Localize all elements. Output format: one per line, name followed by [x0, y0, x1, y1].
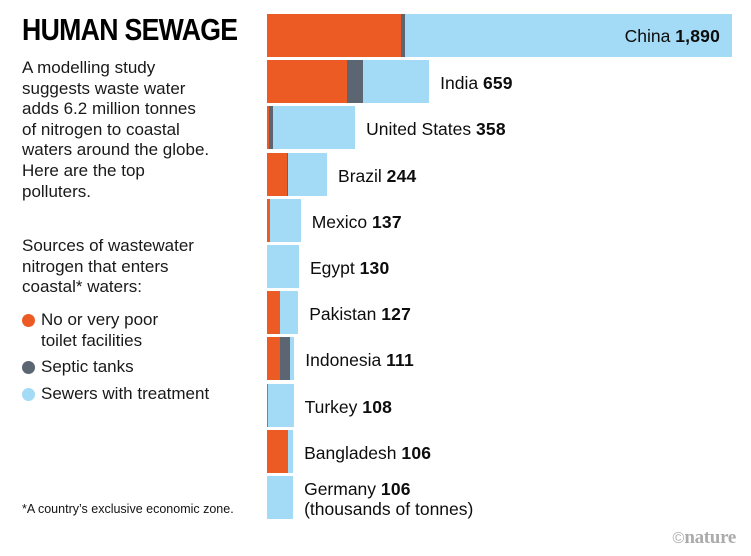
- legend-label: Septic tanks: [41, 357, 134, 377]
- bar-row-united-states: United States 358: [267, 106, 732, 152]
- bar-row-bangladesh: Bangladesh 106: [267, 429, 732, 476]
- bar-row-indonesia: Indonesia 111: [267, 337, 732, 383]
- bar-label-china: China 1,890: [624, 25, 720, 46]
- segment-sewers-with-treatment-mexico: [269, 198, 301, 242]
- bar-row-germany: Germany 106 (thousands of tonnes): [267, 475, 732, 522]
- bar-row-india: India 659: [267, 60, 732, 106]
- bar-china: China 1,890: [267, 14, 732, 57]
- legend-item-toilet-facilities: No or very poor toilet facilities: [22, 310, 262, 351]
- segment-septic-tanks-brazil: [286, 152, 289, 196]
- bar-label-mexico: Mexico 137: [311, 211, 402, 232]
- footnote: *A country’s exclusive economic zone.: [22, 502, 234, 516]
- segment-sewers-with-treatment-egypt: [267, 244, 299, 288]
- segment-no-or-very-poor-toilet-facilities-indonesia: [267, 337, 281, 381]
- bar-row-turkey: Turkey 108: [267, 383, 732, 430]
- segment-no-or-very-poor-toilet-facilities-brazil: [267, 152, 287, 196]
- legend-label: No or very poor toilet facilities: [41, 309, 159, 350]
- bar-row-brazil: Brazil 244: [267, 152, 732, 199]
- segment-no-or-very-poor-toilet-facilities-india: [267, 60, 347, 104]
- bar-label-pakistan: Pakistan 127: [309, 304, 412, 325]
- bar-label-germany: Germany 106 (thousands of tonnes): [304, 478, 474, 519]
- bar-brazil: [267, 152, 327, 196]
- segment-sewers-with-treatment-united-states: [272, 106, 356, 150]
- bar-row-egypt: Egypt 130: [267, 244, 732, 291]
- unit-note: (thousands of tonnes): [304, 498, 474, 519]
- bar-label-bangladesh: Bangladesh 106: [304, 442, 432, 463]
- segment-no-or-very-poor-toilet-facilities-united-states: [267, 106, 269, 150]
- bar-label-india: India 659: [440, 73, 513, 94]
- bar-chart: China 1,890 India 659 United States 358 Bra…: [267, 14, 732, 522]
- legend-item-sewers-treatment: Sewers with treatment: [22, 384, 262, 405]
- bar-united-states: [267, 106, 356, 150]
- legend-dot-gray-icon: [22, 361, 35, 375]
- segment-sewers-with-treatment-pakistan: [280, 291, 299, 335]
- segment-no-or-very-poor-toilet-facilities-pakistan: [267, 291, 281, 335]
- segment-sewers-with-treatment-turkey: [268, 383, 294, 427]
- bar-row-china: China 1,890: [267, 14, 732, 60]
- bar-germany: [267, 475, 294, 519]
- legend-item-septic-tanks: Septic tanks: [22, 357, 262, 378]
- segment-sewers-with-treatment-india: [362, 60, 430, 104]
- bar-label-turkey: Turkey 108: [304, 396, 393, 417]
- bar-egypt: [267, 244, 299, 288]
- left-column: HUMAN SEWAGE A modelling study suggests …: [22, 12, 262, 404]
- segment-sewers-with-treatment-indonesia: [289, 337, 295, 381]
- bar-mexico: [267, 198, 301, 242]
- bar-label-united-states: United States 358: [366, 119, 506, 140]
- nature-credit: ©nature: [672, 527, 737, 549]
- segment-no-or-very-poor-toilet-facilities-turkey: [267, 383, 269, 427]
- segment-septic-tanks-united-states: [268, 106, 273, 150]
- bar-row-mexico: Mexico 137: [267, 198, 732, 245]
- bar-row-pakistan: Pakistan 127: [267, 291, 732, 337]
- copyright-icon: ©: [672, 530, 685, 547]
- legend-dot-orange-icon: [22, 313, 35, 327]
- bar-india: [267, 60, 430, 104]
- bar-pakistan: [267, 291, 299, 335]
- segment-septic-tanks-indonesia: [280, 337, 290, 381]
- segment-sewers-with-treatment-brazil: [288, 152, 327, 196]
- segment-septic-tanks-china: [401, 14, 405, 57]
- legend: No or very poor toilet facilities Septic…: [22, 310, 262, 404]
- bar-label-brazil: Brazil 244: [338, 165, 417, 186]
- segment-no-or-very-poor-toilet-facilities-china: [267, 14, 402, 57]
- legend-label: Sewers with treatment: [41, 383, 210, 403]
- segment-sewers-with-treatment-bangladesh: [288, 429, 294, 473]
- page-title: HUMAN SEWAGE: [22, 12, 238, 47]
- bar-label-indonesia: Indonesia 111: [305, 350, 414, 371]
- legend-heading: Sources of wastewater nitrogen that ente…: [22, 236, 194, 297]
- segment-no-or-very-poor-toilet-facilities-mexico: [267, 198, 270, 242]
- bar-indonesia: [267, 337, 295, 381]
- legend-dot-blue-icon: [22, 387, 35, 401]
- bar-label-egypt: Egypt 130: [309, 258, 390, 279]
- segment-sewers-with-treatment-china: [405, 14, 732, 57]
- segment-sewers-with-treatment-germany: [267, 475, 294, 519]
- intro-text: A modelling study suggests waste water a…: [22, 58, 210, 201]
- bar-turkey: [267, 383, 294, 427]
- nature-logo: nature: [684, 527, 736, 548]
- segment-no-or-very-poor-toilet-facilities-bangladesh: [267, 429, 289, 473]
- bar-bangladesh: [267, 429, 294, 473]
- segment-septic-tanks-india: [346, 60, 363, 104]
